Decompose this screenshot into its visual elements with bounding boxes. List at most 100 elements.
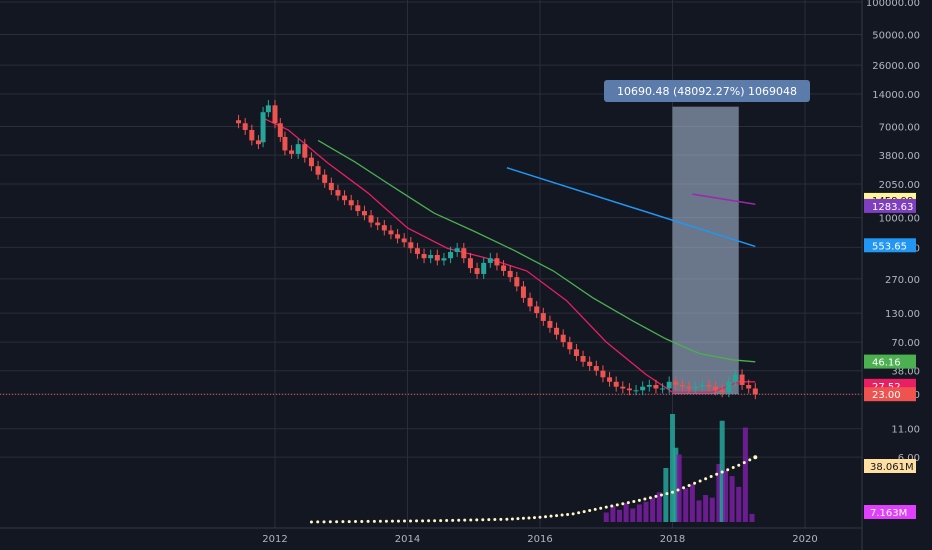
obv-dot [704, 477, 708, 481]
obv-dot [588, 509, 592, 513]
candle-body [686, 386, 692, 389]
candle-body [487, 258, 493, 263]
candle-body [302, 144, 308, 158]
x-tick-label: 2020 [792, 534, 817, 545]
candle-body [660, 388, 666, 390]
candle-body [746, 384, 752, 389]
candle-body [699, 384, 705, 387]
obv-dot [643, 497, 647, 501]
candle-body [693, 386, 699, 389]
candle-body [653, 384, 659, 389]
obv-dot [693, 481, 697, 485]
candle-body [308, 157, 314, 167]
volume-bar [630, 508, 636, 522]
obv-dot [555, 514, 559, 518]
candle-body [554, 327, 560, 335]
obv-dot [415, 519, 419, 523]
candle-body [501, 265, 507, 271]
candle-body [242, 123, 248, 130]
volume-bar [723, 470, 728, 522]
ma-slow-line [317, 139, 756, 363]
candle-body [335, 190, 341, 196]
measure-highlight [672, 106, 739, 395]
volume-bar [696, 500, 702, 522]
obv-dot [328, 520, 332, 524]
price-badge [864, 354, 916, 369]
obv-dot [737, 463, 741, 467]
obv-dot [335, 520, 339, 524]
candle-body [673, 381, 679, 385]
ma-fast-line [261, 116, 756, 393]
moving-averages [261, 116, 756, 393]
volume-bar [749, 513, 755, 522]
volume-bar [673, 447, 679, 522]
candle-body [375, 222, 381, 226]
price-badge [864, 238, 916, 253]
obv-dot [726, 468, 730, 472]
measure-tooltip-label: 10690.48 (48092.27%) 1069048 [617, 85, 797, 98]
obv-dot [499, 517, 503, 521]
candle-body [633, 390, 639, 392]
obv-dot [659, 493, 663, 497]
volume-badge-label: 38.061M [870, 462, 914, 473]
volume-bar [709, 497, 715, 522]
volume-bar [703, 495, 709, 522]
candle-body [289, 150, 295, 154]
candlesticks [236, 100, 758, 400]
obv-dot [309, 520, 313, 524]
obv-dot [748, 458, 752, 462]
obv-dot [571, 512, 575, 516]
trend-line-blue [506, 167, 756, 248]
volume-bar [650, 497, 656, 522]
obv-dot [709, 475, 713, 479]
obv-dot [626, 501, 630, 505]
candle-body [732, 374, 738, 382]
y-tick-label: 2050.00 [879, 180, 920, 191]
candle-body [726, 381, 732, 393]
candle-body [752, 388, 758, 395]
obv-dot [463, 518, 467, 522]
obv-dot [521, 516, 525, 520]
obv-dot [409, 519, 413, 523]
candle-body [395, 234, 401, 239]
measure-tooltip-box [604, 80, 810, 102]
obv-dot [366, 519, 370, 523]
obv-dot [457, 518, 461, 522]
volume-bar [617, 509, 622, 522]
obv-dot [676, 488, 680, 492]
obv-dot [593, 507, 597, 511]
obv-dot [384, 519, 388, 523]
obv-dot [544, 515, 548, 519]
obv-dotted-line [309, 455, 758, 524]
obv-dot [720, 470, 724, 474]
price-badge-label: 23.00 [872, 390, 901, 401]
x-tick-label: 2018 [660, 534, 685, 545]
candle-body [265, 105, 271, 113]
obv-dot [445, 519, 449, 523]
obv-dot [421, 519, 425, 523]
volume-bar [716, 463, 722, 522]
candle-body [282, 136, 288, 151]
candle-body [646, 384, 652, 387]
obv-dot [687, 484, 691, 488]
price-badge-label: 46.16 [872, 358, 901, 369]
candle-body [249, 129, 255, 141]
obv-dot [481, 518, 485, 522]
obv-dot [505, 517, 509, 521]
candle-body [739, 374, 745, 385]
candle-body [514, 277, 520, 287]
volume-bar [742, 427, 748, 522]
candle-body [587, 361, 593, 367]
candle-body [713, 386, 719, 391]
volume-bar [636, 504, 642, 522]
obv-dot [715, 472, 719, 476]
volume-badge [864, 505, 916, 519]
candle-body [388, 230, 394, 235]
obv-dot [654, 494, 658, 498]
obv-dot [682, 486, 686, 490]
volume-bar [663, 468, 669, 522]
candle-body [461, 248, 467, 259]
candle-body [428, 254, 434, 259]
